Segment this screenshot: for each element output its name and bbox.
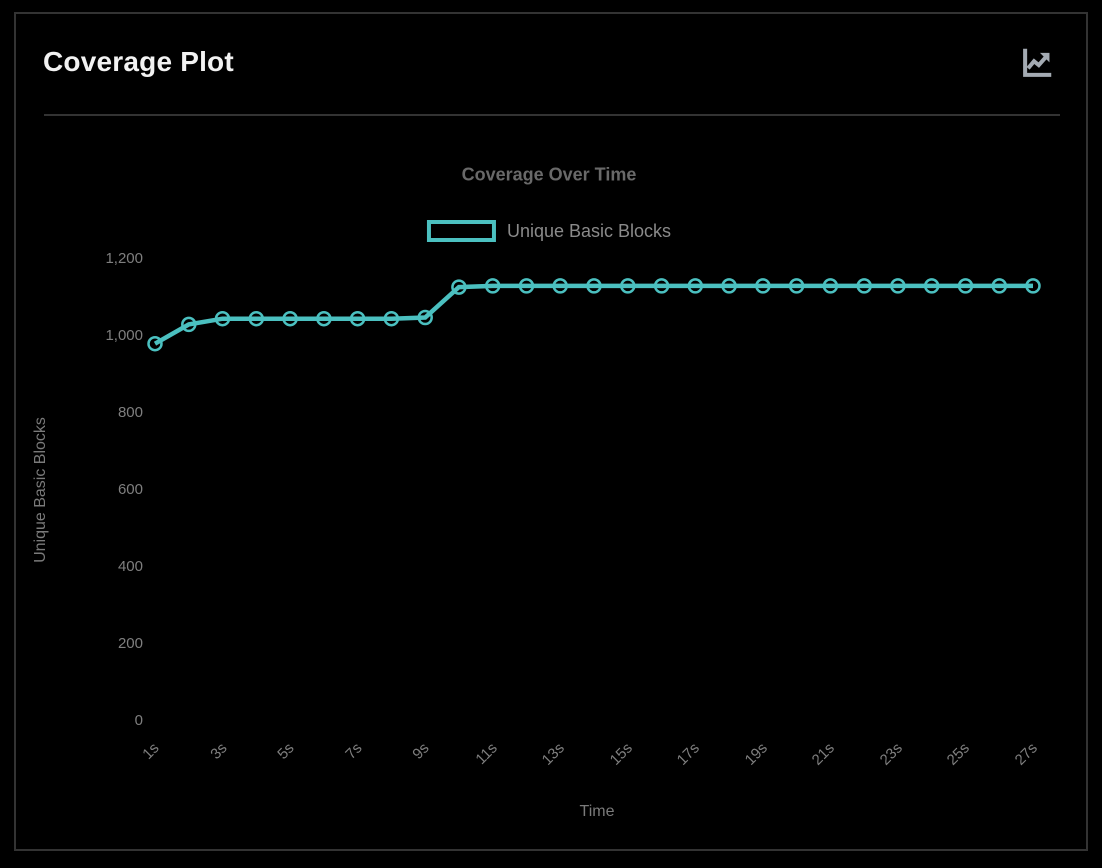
header-divider xyxy=(44,114,1060,116)
series-line xyxy=(153,283,1033,346)
y-tick-label: 200 xyxy=(117,635,143,652)
chart-line-icon[interactable] xyxy=(1018,44,1056,82)
data-point-marker[interactable] xyxy=(687,278,704,294)
chart-title: Coverage Over Time xyxy=(461,164,637,185)
data-point-marker[interactable] xyxy=(721,278,737,294)
data-point-marker[interactable] xyxy=(552,278,568,294)
data-point-marker[interactable] xyxy=(1025,278,1041,294)
data-point-marker[interactable] xyxy=(620,278,636,294)
data-point-marker[interactable] xyxy=(822,278,839,294)
data-point-marker[interactable] xyxy=(856,278,872,294)
data-point-marker[interactable] xyxy=(890,278,906,294)
data-point-marker[interactable] xyxy=(788,278,805,294)
data-point-marker[interactable] xyxy=(417,309,433,326)
data-point-marker[interactable] xyxy=(518,278,535,294)
data-point-marker[interactable] xyxy=(316,310,332,327)
y-tick-label: 1,000 xyxy=(105,327,143,344)
y-tick-label: 1,200 xyxy=(105,250,143,267)
data-point-marker[interactable] xyxy=(181,316,197,333)
data-point-marker[interactable] xyxy=(957,278,974,294)
data-point-marker[interactable] xyxy=(923,278,940,294)
coverage-plot-card: Coverage Plot Coverage Over Time Unique … xyxy=(14,12,1088,851)
legend-label: Unique Basic Blocks xyxy=(506,220,672,241)
y-tick-label: 600 xyxy=(117,481,143,498)
data-point-marker[interactable] xyxy=(755,278,771,294)
data-point-marker[interactable] xyxy=(484,278,501,294)
data-point-marker[interactable] xyxy=(214,310,231,327)
data-point-marker[interactable] xyxy=(248,310,265,327)
data-point-marker[interactable] xyxy=(282,310,298,327)
y-tick-label: 800 xyxy=(117,404,143,421)
data-point-marker[interactable] xyxy=(653,278,670,294)
legend-swatch xyxy=(426,220,496,242)
data-point-marker[interactable] xyxy=(451,279,467,295)
data-point-marker[interactable] xyxy=(383,310,400,327)
legend-item-unique-basic-blocks[interactable]: Unique Basic Blocks xyxy=(426,220,672,242)
card-header: Coverage Plot xyxy=(43,44,1056,82)
coverage-chart[interactable]: Coverage Over Time Unique Basic Blocks U… xyxy=(16,116,1086,847)
line-series-svg xyxy=(147,278,1041,352)
data-point-marker[interactable] xyxy=(349,310,366,327)
data-point-marker[interactable] xyxy=(586,278,602,294)
x-axis-title: Time xyxy=(579,803,615,820)
data-point-marker[interactable] xyxy=(991,278,1008,294)
page-title: Coverage Plot xyxy=(43,46,234,77)
y-tick-label: 0 xyxy=(134,712,143,729)
data-point-marker[interactable] xyxy=(147,335,163,352)
y-tick-label: 400 xyxy=(117,558,143,575)
